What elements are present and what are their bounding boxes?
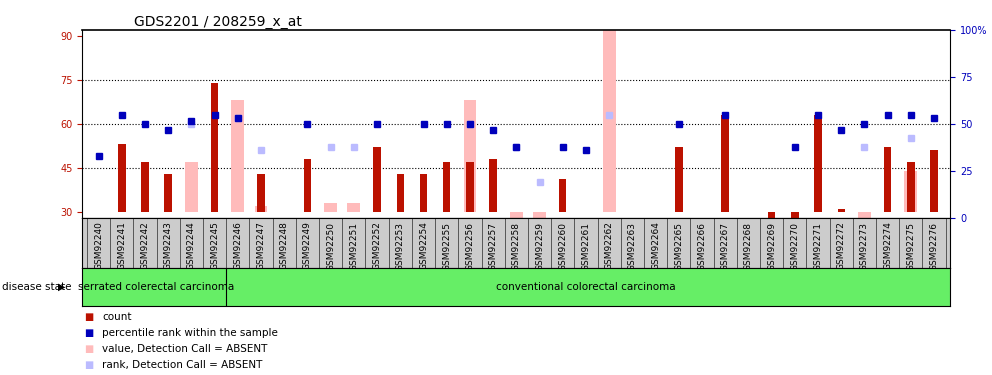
Text: GSM92256: GSM92256 (465, 222, 474, 270)
Text: GSM92272: GSM92272 (837, 222, 846, 270)
Bar (397, 174, 404, 211)
Text: GSM92275: GSM92275 (907, 222, 916, 270)
Bar (165, 174, 172, 211)
Bar (347, 203, 360, 211)
Text: GSM92263: GSM92263 (628, 222, 637, 270)
Text: GSM92249: GSM92249 (303, 222, 311, 270)
Text: GSM92267: GSM92267 (721, 222, 730, 270)
Bar (231, 100, 244, 211)
Text: value, Detection Call = ABSENT: value, Detection Call = ABSENT (102, 344, 268, 354)
Bar (858, 211, 871, 217)
Text: GSM92250: GSM92250 (326, 222, 335, 270)
Bar (186, 162, 197, 211)
Bar (792, 211, 799, 220)
Bar (905, 171, 918, 211)
Text: GSM92247: GSM92247 (257, 222, 266, 270)
Text: GSM92269: GSM92269 (767, 222, 776, 270)
Text: ■: ■ (84, 344, 93, 354)
Text: GSM92276: GSM92276 (930, 222, 938, 270)
Text: GSM92257: GSM92257 (489, 222, 498, 270)
Text: GSM92240: GSM92240 (94, 222, 103, 270)
Text: GSM92268: GSM92268 (744, 222, 753, 270)
Text: ▶: ▶ (58, 282, 65, 292)
Bar (603, 27, 616, 211)
Bar (559, 179, 566, 212)
Text: GSM92258: GSM92258 (512, 222, 521, 270)
Bar (211, 83, 218, 212)
Text: GSM92243: GSM92243 (164, 222, 173, 270)
Bar (324, 203, 337, 211)
Text: GSM92248: GSM92248 (280, 222, 289, 270)
Text: GSM92270: GSM92270 (791, 222, 800, 270)
Bar (837, 209, 845, 212)
Text: GSM92264: GSM92264 (651, 222, 660, 270)
Text: GSM92246: GSM92246 (233, 222, 242, 270)
Text: GSM92241: GSM92241 (117, 222, 126, 270)
Bar (907, 162, 915, 211)
Bar (533, 211, 546, 270)
Text: GSM92252: GSM92252 (373, 222, 382, 270)
Text: disease state: disease state (2, 282, 71, 292)
Bar (255, 206, 268, 212)
Bar (420, 174, 428, 211)
Bar (676, 147, 682, 211)
Bar (304, 159, 311, 212)
Text: GSM92266: GSM92266 (697, 222, 706, 270)
Text: GDS2201 / 208259_x_at: GDS2201 / 208259_x_at (134, 15, 303, 29)
Text: GSM92274: GSM92274 (883, 222, 892, 270)
Text: conventional colorectal carcinoma: conventional colorectal carcinoma (496, 282, 676, 292)
Text: GSM92259: GSM92259 (535, 222, 544, 270)
Bar (768, 211, 776, 258)
Text: GSM92273: GSM92273 (860, 222, 869, 270)
Text: GSM92260: GSM92260 (558, 222, 567, 270)
Text: rank, Detection Call = ABSENT: rank, Detection Call = ABSENT (102, 360, 263, 370)
Text: GSM92242: GSM92242 (141, 222, 150, 270)
Bar (118, 144, 126, 211)
Text: GSM92253: GSM92253 (396, 222, 405, 270)
Bar (489, 159, 497, 212)
Bar (884, 147, 892, 211)
Bar (373, 147, 381, 211)
Text: GSM92254: GSM92254 (419, 222, 428, 270)
Bar (814, 115, 821, 212)
Text: GSM92262: GSM92262 (605, 222, 614, 270)
Text: GSM92265: GSM92265 (675, 222, 683, 270)
Text: GSM92255: GSM92255 (442, 222, 451, 270)
Bar (510, 211, 523, 256)
Text: GSM92261: GSM92261 (581, 222, 590, 270)
Text: percentile rank within the sample: percentile rank within the sample (102, 328, 278, 338)
Text: count: count (102, 312, 132, 322)
Text: GSM92244: GSM92244 (186, 222, 195, 270)
Text: GSM92251: GSM92251 (349, 222, 358, 270)
Text: GSM92271: GSM92271 (813, 222, 822, 270)
Text: GSM92245: GSM92245 (210, 222, 219, 270)
Text: ■: ■ (84, 328, 93, 338)
Bar (443, 162, 450, 211)
Bar (257, 174, 265, 211)
Text: ■: ■ (84, 312, 93, 322)
Text: serrated colerectal carcinoma: serrated colerectal carcinoma (78, 282, 235, 292)
Bar (930, 150, 937, 211)
Text: ■: ■ (84, 360, 93, 370)
Bar (466, 162, 473, 211)
Bar (141, 162, 149, 211)
Bar (463, 100, 476, 211)
Bar (721, 115, 729, 212)
